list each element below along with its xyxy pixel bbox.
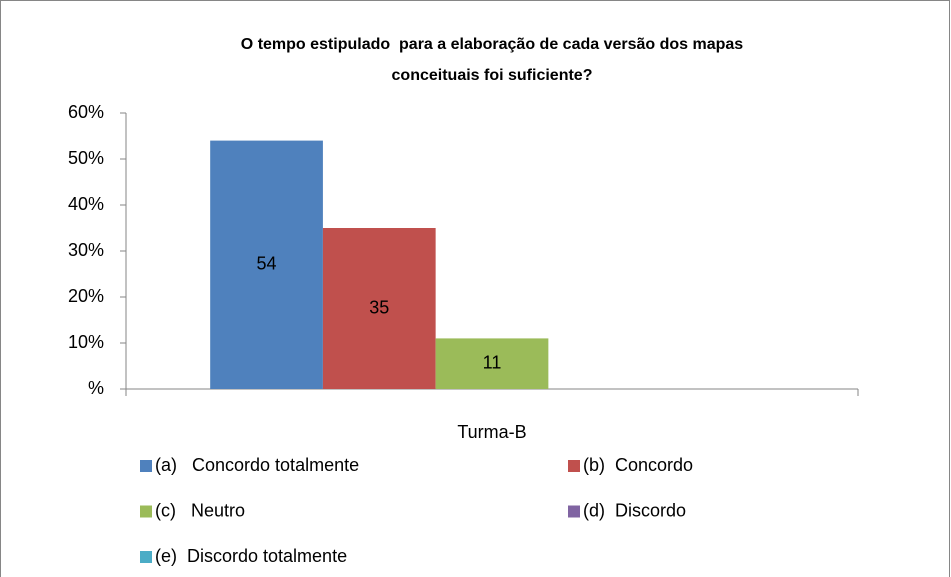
legend-label: (c) Neutro: [155, 500, 245, 520]
y-tick-label: 60%: [68, 102, 104, 122]
legend-swatch: [140, 460, 152, 472]
data-label: 11: [483, 352, 502, 372]
legend-swatch: [568, 505, 580, 518]
bar: [210, 140, 323, 389]
chart-title: O tempo estipulado para a elaboração de …: [241, 36, 744, 53]
bar: [435, 338, 549, 389]
bar: [322, 228, 436, 389]
legend-swatch: [140, 551, 152, 563]
y-tick-label: 20%: [68, 286, 104, 306]
y-tick-label: %: [88, 378, 104, 398]
y-tick-label: 50%: [68, 148, 104, 168]
data-label: 35: [369, 297, 389, 317]
y-tick-label: 30%: [68, 240, 104, 260]
legend-label: (d) Discordo: [583, 500, 686, 520]
chart-title: conceituais foi suficiente?: [392, 67, 593, 84]
legend-swatch: [568, 460, 580, 472]
x-tick-label: Turma-B: [457, 422, 526, 442]
legend-swatch: [140, 505, 152, 518]
y-tick-label: 40%: [68, 194, 104, 214]
legend-label: (e) Discordo totalmente: [155, 546, 347, 566]
legend-label: (b) Concordo: [583, 455, 693, 475]
legend-label: (a) Concordo totalmente: [155, 455, 359, 475]
data-label: 54: [257, 254, 277, 274]
y-tick-label: 10%: [68, 332, 104, 352]
